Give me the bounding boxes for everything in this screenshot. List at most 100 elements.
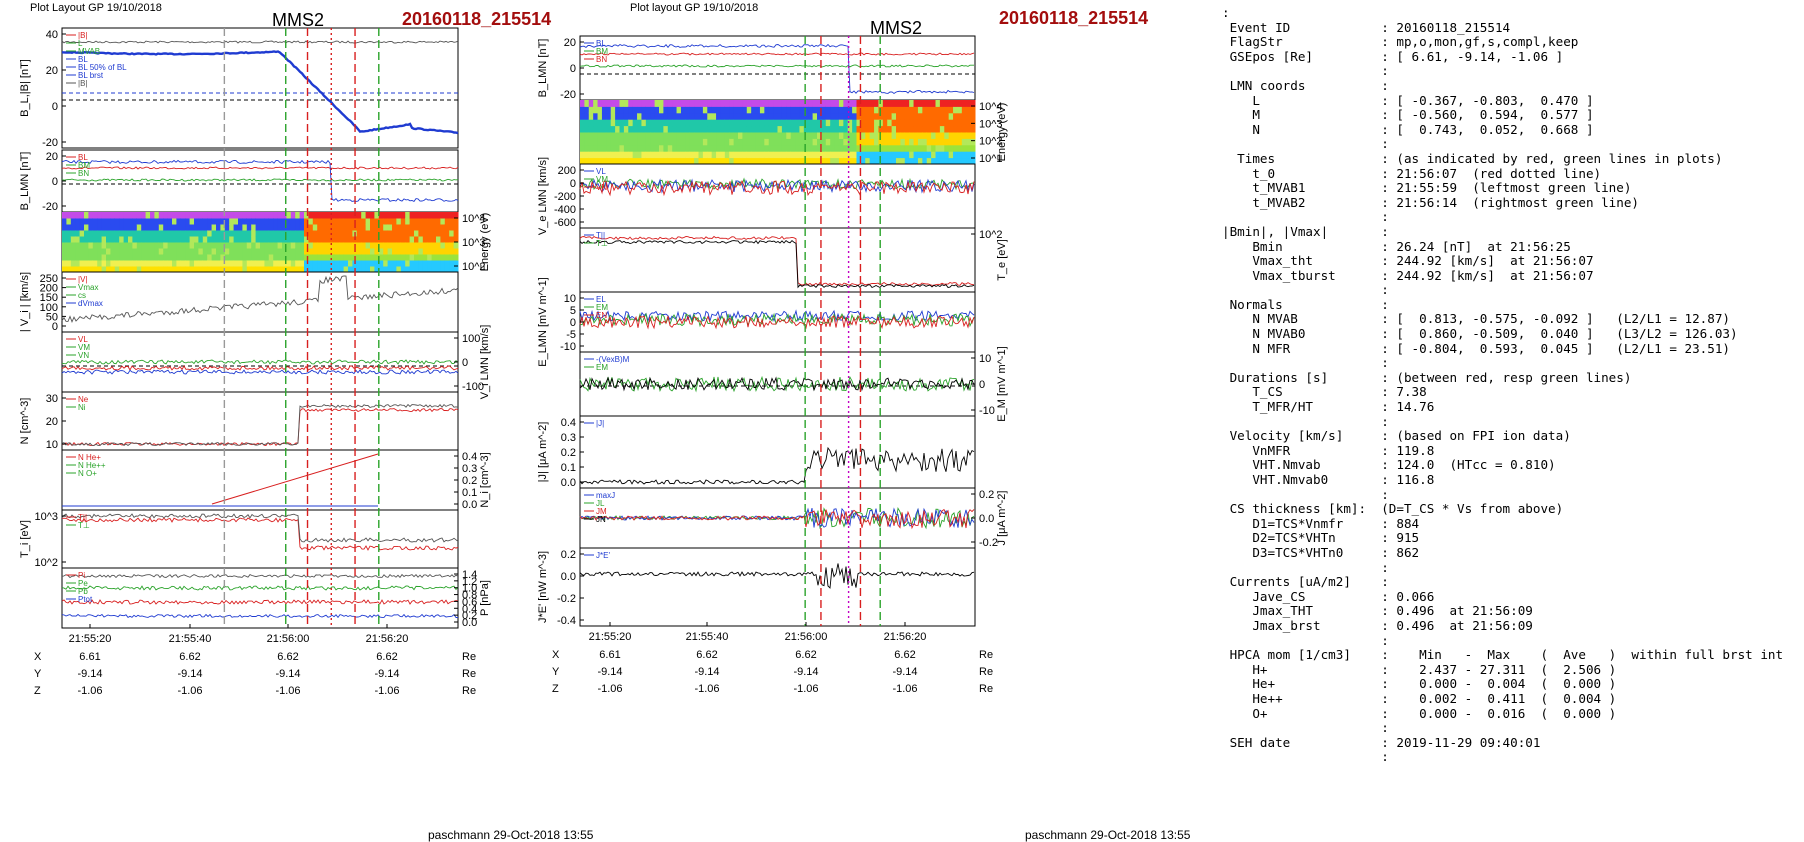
spectrogram-cell	[198, 236, 204, 243]
spectrogram-cell	[370, 212, 375, 219]
spectrogram-cell	[746, 132, 752, 139]
spectrogram-cell	[957, 125, 963, 133]
spectrogram-cell	[106, 248, 111, 255]
spectrogram-cell	[896, 151, 901, 159]
spectrogram-cell	[110, 260, 116, 267]
spectrogram-cell	[79, 224, 85, 231]
spectrogram-cell	[106, 224, 111, 231]
info-line: :	[1222, 282, 1389, 298]
spectrogram-cell	[777, 132, 783, 139]
spectrogram-cell	[216, 242, 221, 249]
spectrogram-cell	[615, 112, 620, 120]
spectrogram-cell	[339, 266, 345, 273]
spectrogram-cell	[114, 266, 120, 273]
spectrogram-cell	[781, 119, 787, 127]
spectrogram-cell	[759, 100, 765, 107]
spectrogram-cell	[738, 125, 743, 133]
spectrogram-cell	[874, 100, 879, 107]
spectrogram-cell	[286, 266, 292, 273]
spectrogram-cell	[220, 242, 226, 249]
spectrogram-cell	[939, 119, 945, 127]
spectrogram-cell	[764, 125, 770, 133]
spectrogram-cell	[856, 125, 862, 133]
info-line: Jave_CS : 0.066	[1222, 588, 1435, 604]
spectrogram-cell	[277, 224, 283, 231]
info-line: :	[1222, 63, 1389, 79]
spectrogram-cell	[786, 138, 792, 146]
spectrogram-cell	[909, 100, 915, 107]
spectrogram-cell	[926, 106, 932, 114]
spectrogram-cell	[966, 100, 972, 107]
info-line: HPCA mom [1/cm3] : Min - Max ( Ave ) wit…	[1222, 647, 1784, 663]
spectrogram-cell	[738, 138, 743, 146]
spectrogram-cell	[808, 112, 814, 120]
legend-label: MVAB	[78, 47, 100, 56]
ytick-label: 10^1	[979, 153, 1003, 165]
spectrogram-cell	[198, 254, 204, 261]
spectrogram-cell	[211, 236, 217, 243]
spectrogram-cell	[114, 242, 120, 249]
spectrogram-cell	[580, 144, 585, 152]
spectrogram-cell	[588, 138, 594, 146]
spectrogram-cell	[961, 125, 967, 133]
spectrogram-cell	[852, 100, 857, 107]
spectrogram-cell	[786, 157, 792, 165]
info-line: Vmax_tht : 244.92 [km/s] at 21:56:07	[1222, 253, 1594, 269]
spectrogram-cell	[348, 230, 353, 237]
legend-label: BL brst	[78, 71, 104, 80]
spectrogram-cell	[436, 212, 441, 219]
spectrogram-cell	[654, 125, 660, 133]
spectrogram-cell	[843, 125, 849, 133]
spectrogram-cell	[654, 138, 660, 146]
spectrogram-cell	[251, 248, 257, 255]
spectrogram-cell	[189, 212, 195, 219]
spectrogram-cell	[145, 218, 151, 225]
spectrogram-cell	[935, 100, 941, 107]
spectrogram-cell	[392, 236, 397, 243]
spectrogram-cell	[339, 218, 345, 225]
spectrogram-cell	[246, 248, 252, 255]
spectrogram-cell	[339, 242, 345, 249]
spectrogram-cell	[216, 212, 221, 219]
spectrogram-cell	[453, 224, 459, 231]
spectrogram-cell	[808, 138, 814, 146]
spectrogram-cell	[619, 157, 625, 165]
spectrogram-cell	[812, 100, 818, 107]
ytick-label: 0.3	[462, 463, 477, 475]
spectrogram-cell	[799, 106, 805, 114]
spectrogram-cell	[449, 218, 455, 225]
spectrogram-cell	[597, 125, 603, 133]
spectrogram-cell	[654, 112, 660, 120]
spectrogram-cell	[383, 248, 389, 255]
spectrogram-cell	[733, 132, 739, 139]
spectrogram-cell	[207, 260, 213, 267]
spectrogram-cell	[158, 248, 164, 255]
spectrogram-cell	[777, 100, 783, 107]
spectrogram-cell	[260, 218, 265, 225]
spectrogram-cell	[610, 106, 616, 114]
spectrogram-cell	[926, 132, 932, 139]
spectrogram-cell	[970, 144, 976, 152]
spectrogram-cell	[343, 248, 349, 255]
spectrogram-cell	[75, 236, 81, 243]
spectrogram-cell	[615, 100, 620, 107]
spectrogram-cell	[755, 100, 761, 107]
spectrogram-cell	[374, 242, 380, 249]
spectrogram-cell	[370, 260, 375, 267]
spectrogram-cell	[878, 151, 884, 159]
spectrogram-cell	[396, 266, 402, 273]
spectrogram-cell	[268, 266, 274, 273]
spectrogram-cell	[295, 218, 301, 225]
spectrogram-cell	[79, 248, 85, 255]
spectrogram-cell	[799, 151, 805, 159]
info-line: :	[1222, 136, 1389, 152]
spectrogram-cell	[414, 218, 419, 225]
spectrogram-cell	[330, 242, 336, 249]
spectrogram-cell	[632, 119, 638, 127]
spectrogram-cell	[900, 100, 906, 107]
series-line	[579, 235, 975, 286]
spectrogram-cell	[812, 157, 818, 165]
spectrogram-cell	[132, 254, 138, 261]
spectrogram-cell	[838, 112, 844, 120]
coord-unit: Re	[979, 649, 993, 661]
